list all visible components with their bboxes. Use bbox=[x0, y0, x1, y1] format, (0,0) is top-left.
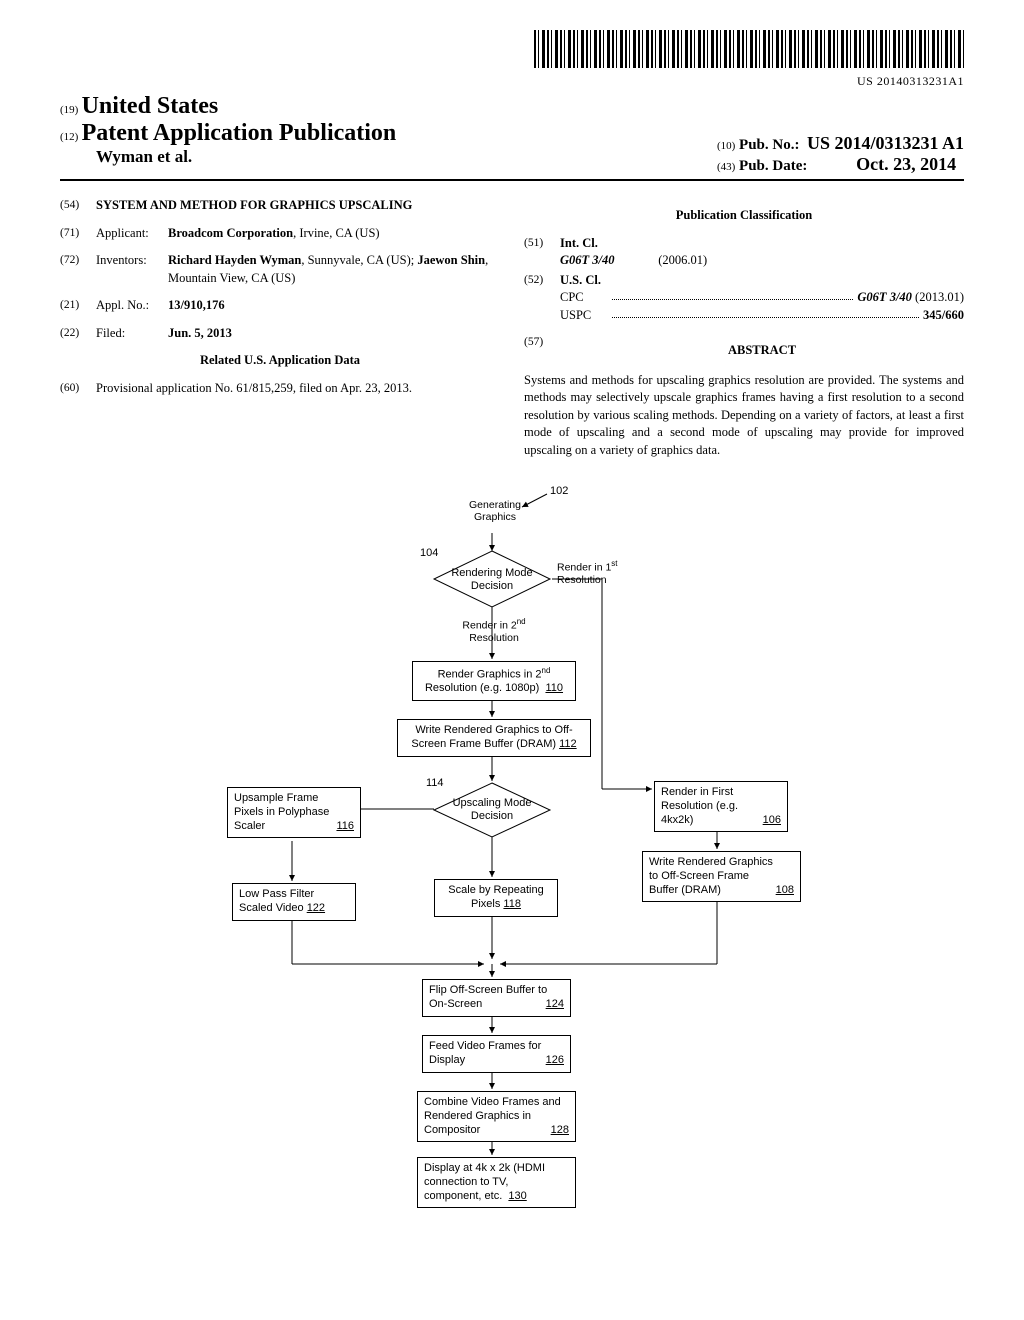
field-72: (72) Inventors: Richard Hayden Wyman, Su… bbox=[60, 252, 500, 287]
code-60: (60) bbox=[60, 380, 96, 398]
box-122: Low Pass Filter Scaled Video 122 bbox=[232, 883, 356, 921]
field-71: (71) Applicant: Broadcom Corporation, Ir… bbox=[60, 225, 500, 243]
classification-title: Publication Classification bbox=[524, 207, 964, 225]
uspc-val: 345/660 bbox=[923, 307, 964, 325]
label-render-2nd: Render in 2nd Resolution bbox=[454, 617, 534, 644]
cpc-ver: (2013.01) bbox=[915, 289, 964, 307]
inventor-1-rest: , Sunnyvale, CA (US); bbox=[301, 253, 417, 267]
box-128: Combine Video Frames and Rendered Graphi… bbox=[417, 1091, 576, 1142]
applicant-value: Broadcom Corporation, Irvine, CA (US) bbox=[168, 225, 500, 243]
country: United States bbox=[82, 93, 219, 119]
abstract-title: ABSTRACT bbox=[560, 342, 964, 360]
applno-label: Appl. No.: bbox=[96, 297, 168, 315]
header-row: (19) United States (12) Patent Applicati… bbox=[60, 93, 964, 181]
abstract-text: Systems and methods for upscaling graphi… bbox=[524, 372, 964, 460]
box-126: Feed Video Frames for Display 126 bbox=[422, 1035, 571, 1073]
uscl-label: U.S. Cl. bbox=[560, 272, 964, 290]
box-110: Render Graphics in 2nd Resolution (e.g. … bbox=[412, 661, 576, 701]
cpc-class: G06T 3/40 bbox=[857, 289, 912, 307]
uscl-block: U.S. Cl. CPC G06T 3/40 (2013.01) USPC 34… bbox=[560, 272, 964, 325]
pub-no-label: Pub. No.: bbox=[739, 137, 799, 153]
flowchart: 102 104 114 Generating Graphics Renderin… bbox=[162, 489, 862, 1269]
field-22: (22) Filed: Jun. 5, 2013 bbox=[60, 325, 500, 343]
authors-short: Wyman et al. bbox=[96, 147, 396, 167]
uspc-lead: USPC bbox=[560, 307, 608, 325]
intcl-label: Int. Cl. bbox=[560, 235, 964, 253]
title-text: SYSTEM AND METHOD FOR GRAPHICS UPSCALING bbox=[96, 197, 500, 215]
barcode-graphic bbox=[534, 30, 964, 68]
intcl-class: G06T 3/40 bbox=[560, 253, 615, 267]
barcode-number: US 20140313231A1 bbox=[60, 74, 964, 89]
code-12: (12) bbox=[60, 131, 78, 143]
applno-value: 13/910,176 bbox=[168, 297, 500, 315]
applicant-rest: , Irvine, CA (US) bbox=[293, 226, 379, 240]
uspc-dots bbox=[612, 307, 919, 318]
cpc-dots bbox=[612, 289, 853, 300]
code-22: (22) bbox=[60, 325, 96, 343]
code-19: (19) bbox=[60, 104, 78, 116]
related-data-title: Related U.S. Application Data bbox=[60, 352, 500, 370]
applicant-name: Broadcom Corporation bbox=[168, 226, 293, 240]
field-51: (51) Int. Cl. G06T 3/40 (2006.01) bbox=[524, 235, 964, 270]
field-57: (57) ABSTRACT bbox=[524, 334, 964, 368]
diamond-104-label: Rendering Mode Decision bbox=[432, 567, 552, 593]
right-column: Publication Classification (51) Int. Cl.… bbox=[524, 197, 964, 459]
code-54: (54) bbox=[60, 197, 96, 215]
box-130: Display at 4k x 2k (HDMI connection to T… bbox=[417, 1157, 576, 1208]
pub-date-label: Pub. Date: bbox=[739, 158, 807, 174]
intcl-block: Int. Cl. G06T 3/40 (2006.01) bbox=[560, 235, 964, 270]
publication-type: Patent Application Publication bbox=[82, 120, 397, 146]
left-column: (54) SYSTEM AND METHOD FOR GRAPHICS UPSC… bbox=[60, 197, 500, 459]
inventors-label: Inventors: bbox=[96, 252, 168, 287]
code-43: (43) bbox=[717, 161, 735, 173]
body-columns: (54) SYSTEM AND METHOD FOR GRAPHICS UPSC… bbox=[60, 197, 964, 459]
applicant-label: Applicant: bbox=[96, 225, 168, 243]
ref-102: 102 bbox=[550, 485, 568, 497]
box-118: Scale by Repeating Pixels 118 bbox=[434, 879, 558, 917]
pub-no: US 2014/0313231 A1 bbox=[807, 133, 964, 153]
box-124: Flip Off-Screen Buffer to On-Screen 124 bbox=[422, 979, 571, 1017]
field-52: (52) U.S. Cl. CPC G06T 3/40 (2013.01) US… bbox=[524, 272, 964, 325]
code-57: (57) bbox=[524, 334, 560, 368]
field-54: (54) SYSTEM AND METHOD FOR GRAPHICS UPSC… bbox=[60, 197, 500, 215]
pub-date: Oct. 23, 2014 bbox=[856, 154, 956, 174]
code-72: (72) bbox=[60, 252, 96, 287]
header-right: (10) Pub. No.: US 2014/0313231 A1 (43) P… bbox=[717, 133, 964, 175]
code-21: (21) bbox=[60, 297, 96, 315]
field-60: (60) Provisional application No. 61/815,… bbox=[60, 380, 500, 398]
filed-value: Jun. 5, 2013 bbox=[168, 325, 500, 343]
box-108: Write Rendered Graphics to Off-Screen Fr… bbox=[642, 851, 801, 902]
code-71: (71) bbox=[60, 225, 96, 243]
code-51: (51) bbox=[524, 235, 560, 270]
barcode-region: US 20140313231A1 bbox=[60, 30, 964, 89]
inventors-value: Richard Hayden Wyman, Sunnyvale, CA (US)… bbox=[168, 252, 500, 287]
box-116: Upsample Frame Pixels in Polyphase Scale… bbox=[227, 787, 361, 838]
box-106: Render in First Resolution (e.g. 4kx2k) … bbox=[654, 781, 788, 832]
provisional-text: Provisional application No. 61/815,259, … bbox=[96, 380, 500, 398]
box-112: Write Rendered Graphics to Off-Screen Fr… bbox=[397, 719, 591, 757]
code-10: (10) bbox=[717, 140, 735, 152]
label-render-1st: Render in 1st Resolution bbox=[557, 559, 637, 586]
filed-label: Filed: bbox=[96, 325, 168, 343]
intcl-ver: (2006.01) bbox=[658, 253, 707, 267]
inventor-1: Richard Hayden Wyman bbox=[168, 253, 301, 267]
uspc-line: USPC 345/660 bbox=[560, 307, 964, 325]
header-left: (19) United States (12) Patent Applicati… bbox=[60, 93, 396, 167]
code-52: (52) bbox=[524, 272, 560, 325]
node-generating: Generating Graphics bbox=[460, 499, 530, 523]
cpc-lead: CPC bbox=[560, 289, 608, 307]
inventor-2: Jaewon Shin bbox=[417, 253, 485, 267]
diamond-114-label: Upscaling Mode Decision bbox=[432, 797, 552, 823]
field-21: (21) Appl. No.: 13/910,176 bbox=[60, 297, 500, 315]
cpc-line: CPC G06T 3/40 (2013.01) bbox=[560, 289, 964, 307]
generating-text: Generating Graphics bbox=[469, 499, 521, 523]
